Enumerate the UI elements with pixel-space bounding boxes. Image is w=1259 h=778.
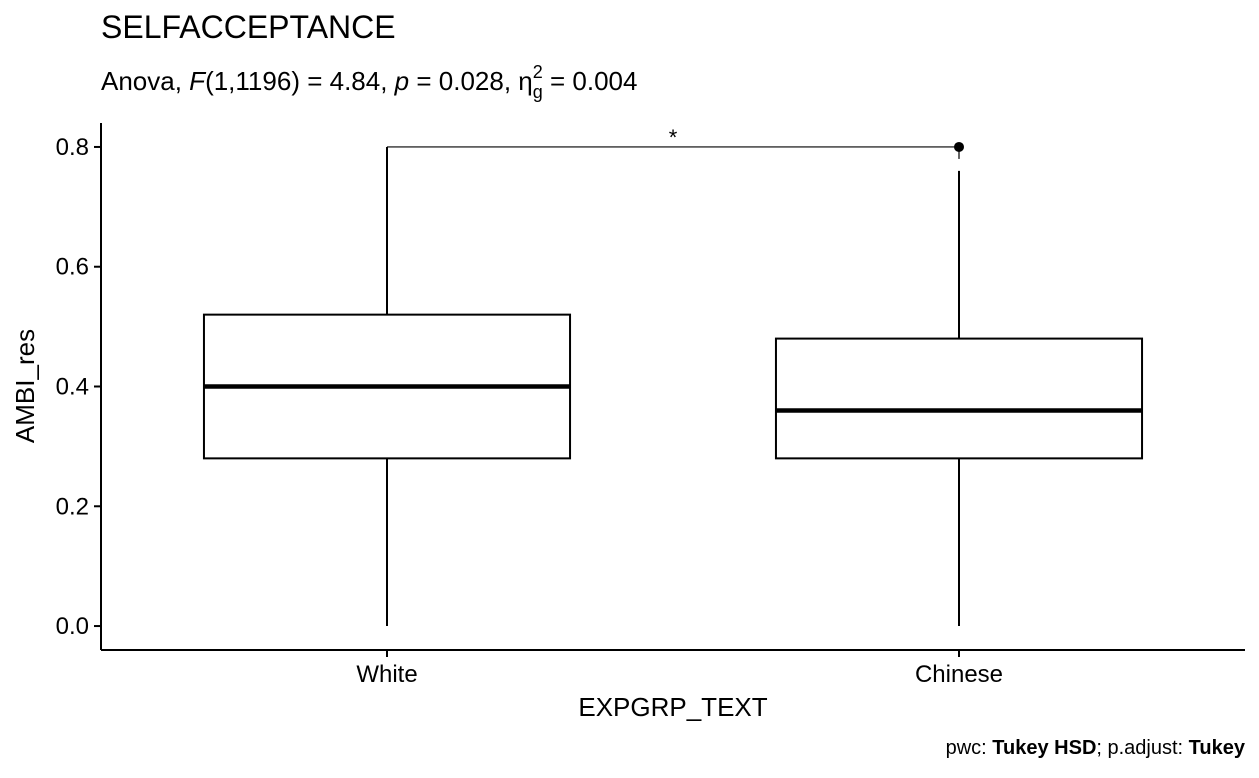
caption-pwc-value: Tukey HSD (992, 737, 1096, 759)
subtitle-prefix: Anova, (101, 66, 189, 96)
subtitle-eta-symbol: η (518, 66, 532, 96)
y-tick-label: 0.8 (56, 134, 89, 161)
y-tick-label: 0.6 (56, 254, 89, 281)
subtitle-p-value: = 0.028, (409, 66, 518, 96)
subtitle-f-args: (1,1196) = 4.84, (205, 66, 395, 96)
x-ticks: White Chinese (356, 650, 1003, 688)
y-ticks: 0.0 0.2 0.4 0.6 0.8 (56, 134, 101, 640)
caption-sep: ; p.adjust: (1096, 737, 1188, 759)
x-tick-label: Chinese (915, 661, 1003, 688)
y-tick-label: 0.0 (56, 613, 89, 640)
box-white (202, 146, 572, 627)
subtitle-p-symbol: p (394, 66, 409, 96)
subtitle-eta-sup: 2 (533, 62, 543, 82)
x-tick-label: White (356, 661, 417, 688)
caption-pwc-label: pwc: (946, 737, 993, 759)
x-axis-title: EXPGRP_TEXT (578, 692, 767, 722)
y-tick-label: 0.2 (56, 493, 89, 520)
boxes (202, 141, 1144, 627)
caption-adjust-value: Tukey (1189, 737, 1246, 759)
significance-label: * (669, 125, 678, 150)
significance-bracket: * (386, 125, 960, 159)
y-axis-title: AMBI_res (10, 329, 40, 443)
box-chinese (774, 141, 1144, 627)
iqr-box (774, 337, 1144, 460)
y-tick-label: 0.4 (56, 374, 89, 401)
subtitle-eta-value: = 0.004 (543, 66, 638, 96)
chart-title: SELFACCEPTANCE (101, 9, 396, 45)
subtitle-eta-sub: g (533, 82, 543, 102)
chart-subtitle: Anova, F(1,1196) = 4.84, p = 0.028, η2 g … (101, 62, 637, 102)
caption: pwc: Tukey HSD; p.adjust: Tukey (946, 737, 1246, 759)
subtitle-f-symbol: F (189, 66, 207, 96)
